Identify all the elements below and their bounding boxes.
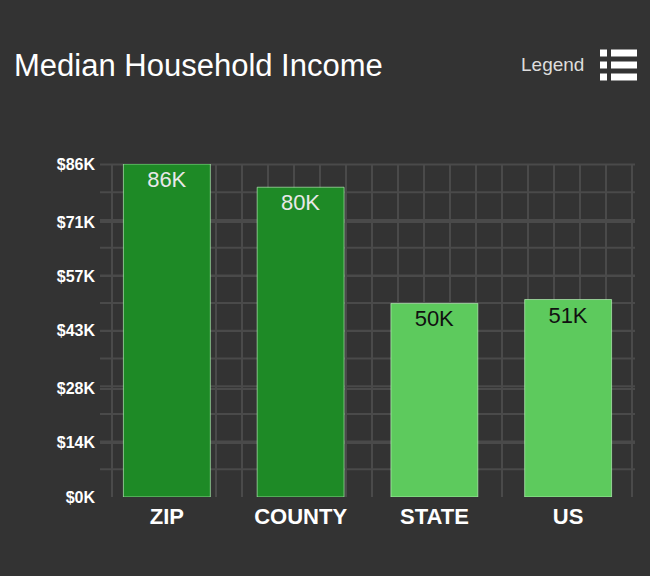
svg-text:STATE: STATE [400,504,469,529]
svg-text:US: US [553,504,584,529]
svg-text:$14K: $14K [57,434,96,451]
svg-text:$28K: $28K [57,380,96,397]
svg-text:$86K: $86K [57,156,96,173]
svg-text:$0K: $0K [66,489,96,506]
svg-text:50K: 50K [415,306,454,331]
svg-text:$57K: $57K [57,268,96,285]
svg-text:Median Household Income: Median Household Income [14,48,383,83]
svg-text:$43K: $43K [57,322,96,339]
svg-text:80K: 80K [281,190,320,215]
svg-text:86K: 86K [147,167,186,192]
svg-text:$71K: $71K [57,214,96,231]
svg-text:COUNTY: COUNTY [254,504,347,529]
svg-text:Legend: Legend [521,54,584,75]
svg-text:51K: 51K [548,303,587,328]
svg-text:ZIP: ZIP [150,504,184,529]
